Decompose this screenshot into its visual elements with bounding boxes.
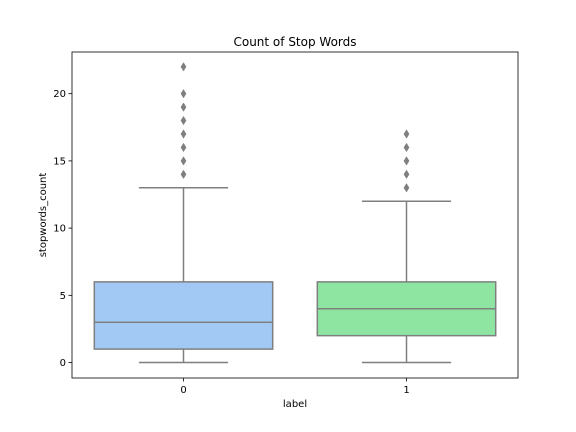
outlier-point (403, 169, 410, 180)
plot-frame (71, 51, 519, 379)
x-axis-label: label (283, 399, 307, 410)
outlier-point (180, 169, 187, 180)
outlier-point (180, 115, 187, 126)
x-tick-label: 1 (403, 385, 409, 396)
y-tick-label: 5 (60, 291, 66, 302)
x-tick-label: 0 (180, 385, 186, 396)
outlier-point (403, 129, 410, 139)
y-tick-label: 15 (53, 156, 66, 167)
y-tick-label: 10 (53, 224, 66, 235)
box-iqr (93, 281, 274, 350)
outlier-point (180, 142, 187, 153)
outlier-point (403, 183, 410, 193)
y-axis-label: stopwords_count (38, 173, 49, 258)
chart-title: Count of Stop Words (233, 35, 356, 49)
outlier-point (180, 102, 187, 112)
outlier-point (180, 62, 187, 72)
y-tick-label: 0 (60, 358, 66, 369)
outlier-point (403, 142, 410, 153)
outlier-point (180, 129, 187, 139)
outlier-point (180, 156, 187, 166)
outlier-point (403, 156, 410, 166)
box-group-0 (93, 62, 274, 364)
y-tick-label: 20 (53, 89, 66, 100)
box-group-1 (316, 129, 497, 364)
outlier-point (180, 88, 187, 99)
